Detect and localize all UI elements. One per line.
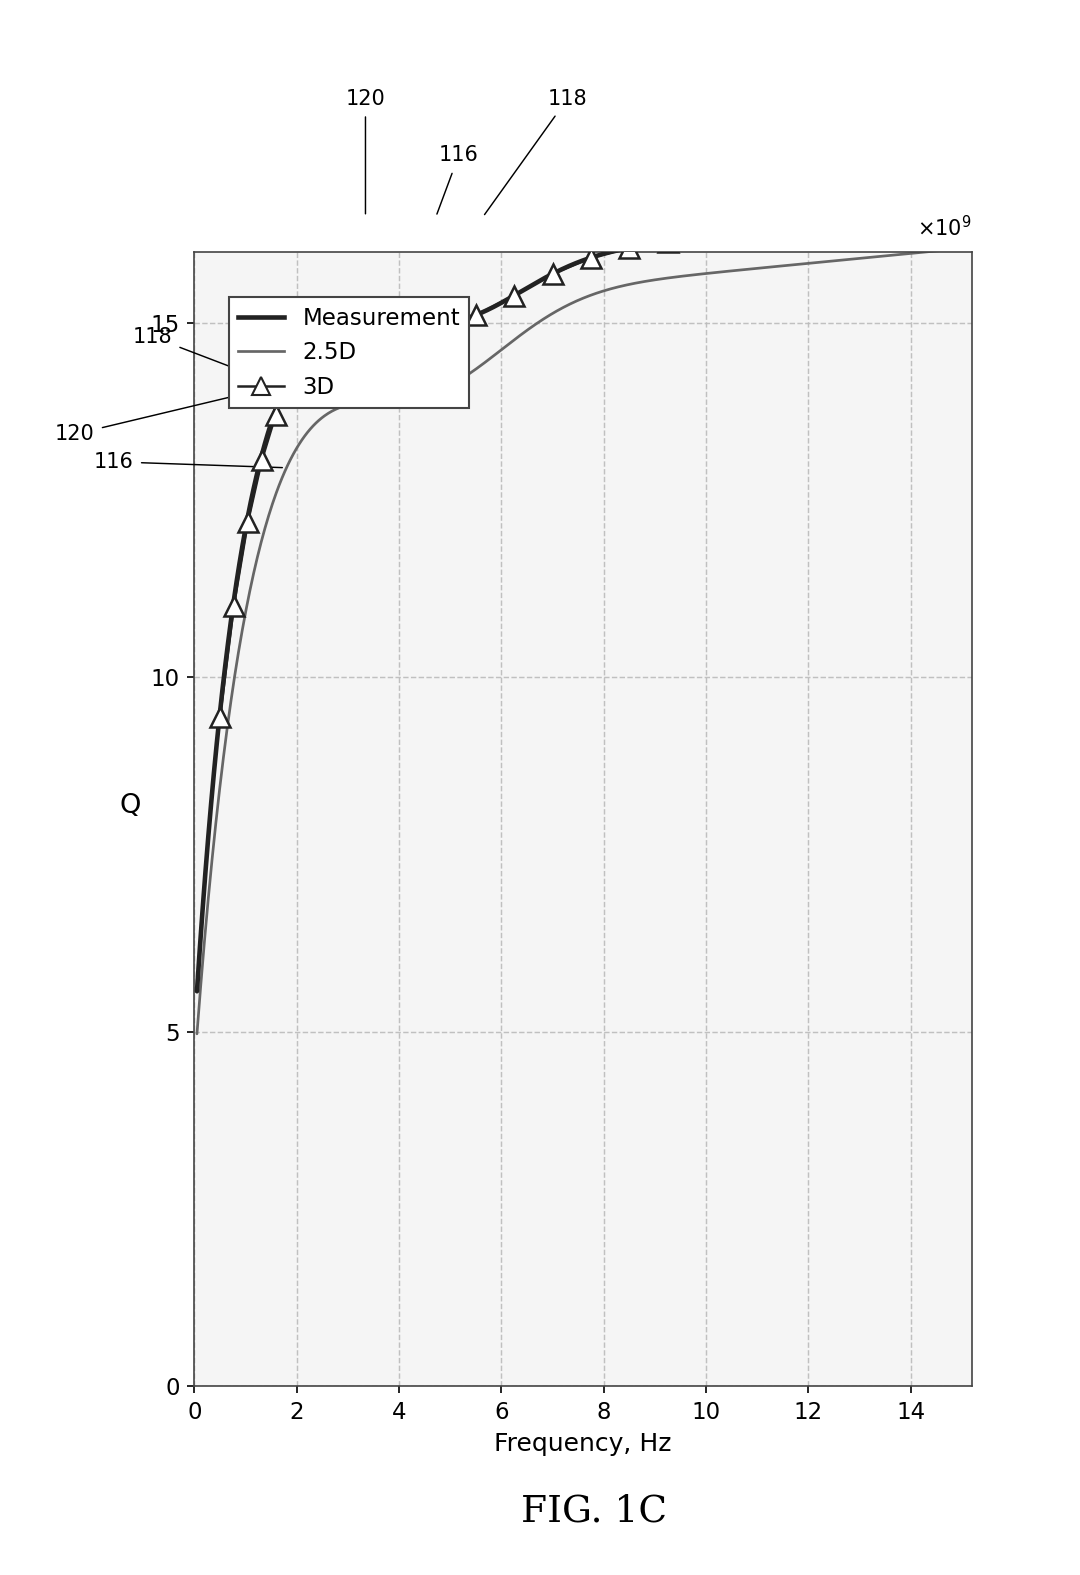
Text: 116: 116 — [437, 145, 478, 214]
Text: 120: 120 — [346, 88, 386, 214]
Text: FIG. 1C: FIG. 1C — [521, 1495, 667, 1529]
X-axis label: Frequency, Hz: Frequency, Hz — [495, 1432, 672, 1455]
Y-axis label: Q: Q — [119, 792, 140, 819]
Text: $\times 10^9$: $\times 10^9$ — [918, 216, 972, 241]
Text: 118: 118 — [485, 88, 588, 214]
Legend: Measurement, 2.5D, 3D: Measurement, 2.5D, 3D — [229, 298, 470, 408]
Text: 116: 116 — [93, 452, 282, 472]
Text: 120: 120 — [54, 384, 283, 444]
Text: 118: 118 — [132, 326, 283, 386]
